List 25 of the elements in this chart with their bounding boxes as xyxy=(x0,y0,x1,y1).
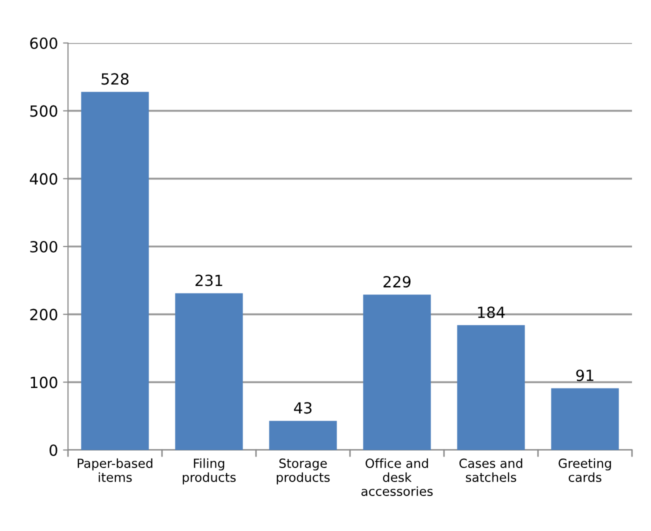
x-tick-label: Storage products xyxy=(276,458,330,484)
y-tick-label: 200 xyxy=(30,308,58,320)
y-tick-label: 300 xyxy=(30,240,58,253)
bar xyxy=(81,92,149,450)
data-label: 229 xyxy=(384,276,411,288)
x-tick-label: Paper-based items xyxy=(78,458,152,482)
data-label: 91 xyxy=(576,370,594,382)
bar xyxy=(551,388,619,450)
y-tick-label: 500 xyxy=(30,105,58,117)
y-tick-label: 100 xyxy=(30,376,58,388)
bar xyxy=(457,325,525,450)
x-tick-label: Greeting cards xyxy=(558,458,611,482)
data-label: 43 xyxy=(294,402,312,414)
x-tick-label: Office and desk accessories xyxy=(361,458,433,496)
y-tick-label: 0 xyxy=(50,444,58,456)
bar xyxy=(269,420,337,450)
x-tick-label: Filing products xyxy=(182,458,236,484)
data-label: 528 xyxy=(102,73,129,85)
data-label: 231 xyxy=(196,274,222,286)
bar xyxy=(175,293,243,450)
x-tick-label: Cases and satchels xyxy=(459,458,522,482)
y-tick-label: 400 xyxy=(30,173,58,185)
data-label: 184 xyxy=(478,306,505,318)
bar xyxy=(363,294,431,450)
y-tick-label: 600 xyxy=(30,37,58,50)
